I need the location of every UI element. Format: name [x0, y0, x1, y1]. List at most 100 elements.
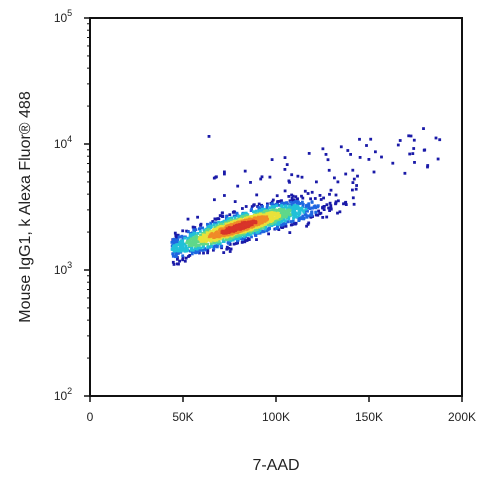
event-point [215, 175, 218, 179]
event-point [231, 210, 235, 214]
event-point [253, 210, 257, 214]
event-point [426, 164, 430, 167]
event-point [266, 202, 269, 206]
event-point [313, 197, 317, 200]
event-point [271, 208, 275, 212]
event-point [202, 244, 205, 248]
event-point [188, 234, 192, 238]
event-point [306, 214, 310, 218]
event-point [423, 148, 427, 152]
event-point [314, 213, 318, 217]
event-point [276, 224, 279, 228]
event-point [190, 252, 194, 256]
event-point [268, 206, 272, 210]
event-point [288, 199, 292, 203]
event-point [310, 190, 314, 194]
event-point [225, 220, 229, 223]
event-point [321, 147, 325, 151]
event-point [213, 241, 216, 244]
event-point [274, 222, 278, 226]
event-point [307, 152, 311, 155]
event-point [297, 218, 301, 222]
event-point [257, 209, 261, 213]
event-point [247, 222, 251, 226]
event-point [236, 184, 240, 188]
event-point [209, 230, 212, 233]
event-point [232, 242, 236, 246]
event-point [218, 221, 222, 225]
data-points [170, 127, 442, 266]
event-point [279, 204, 283, 208]
event-point [223, 170, 226, 174]
event-point [253, 228, 257, 232]
event-point [279, 219, 283, 222]
event-point [279, 212, 282, 216]
event-point [358, 137, 361, 141]
event-point [201, 226, 204, 230]
event-point [278, 221, 282, 224]
event-point [223, 172, 226, 176]
event-point [221, 237, 225, 241]
event-point [191, 225, 195, 229]
event-point [307, 204, 311, 208]
event-point [273, 220, 277, 224]
event-point [295, 207, 298, 211]
event-point [172, 263, 176, 266]
event-point [302, 209, 305, 213]
event-point [302, 210, 306, 214]
event-point [241, 207, 244, 210]
event-point [276, 200, 279, 204]
event-point [232, 236, 235, 239]
event-point [307, 206, 310, 210]
event-point [334, 202, 337, 206]
event-point [300, 202, 303, 205]
event-point [426, 165, 429, 169]
event-point [272, 205, 276, 209]
event-point [257, 230, 260, 234]
event-point [194, 228, 198, 232]
event-point [309, 197, 312, 201]
event-point [197, 237, 201, 241]
event-point [232, 224, 236, 228]
event-point [224, 238, 228, 242]
event-point [255, 225, 259, 228]
event-point [374, 150, 377, 154]
event-point [301, 214, 305, 218]
event-point [408, 152, 412, 156]
event-point [276, 226, 280, 230]
event-point [297, 209, 301, 213]
event-point [175, 262, 179, 266]
event-point [206, 236, 209, 240]
event-point [211, 241, 215, 244]
event-point [213, 230, 216, 233]
event-point [300, 194, 303, 198]
event-point [325, 215, 329, 219]
event-point [318, 194, 322, 197]
event-point [212, 248, 215, 252]
event-point [289, 200, 292, 204]
event-point [288, 204, 291, 208]
event-point [190, 246, 194, 250]
event-point [185, 241, 189, 245]
event-point [241, 224, 245, 228]
event-point [191, 233, 195, 237]
event-point [283, 215, 287, 219]
event-point [175, 247, 179, 250]
event-point [334, 193, 338, 197]
event-point [287, 211, 290, 214]
event-point [233, 200, 237, 203]
event-point [300, 175, 304, 179]
event-point [220, 231, 224, 234]
event-point [233, 214, 237, 218]
event-point [284, 222, 288, 226]
event-point [412, 147, 416, 150]
event-point [181, 243, 184, 247]
event-point [342, 202, 345, 206]
event-point [232, 226, 236, 230]
event-point [197, 244, 201, 247]
event-point [193, 242, 197, 246]
event-point [282, 211, 286, 215]
event-point [192, 236, 195, 240]
event-point [246, 237, 250, 240]
